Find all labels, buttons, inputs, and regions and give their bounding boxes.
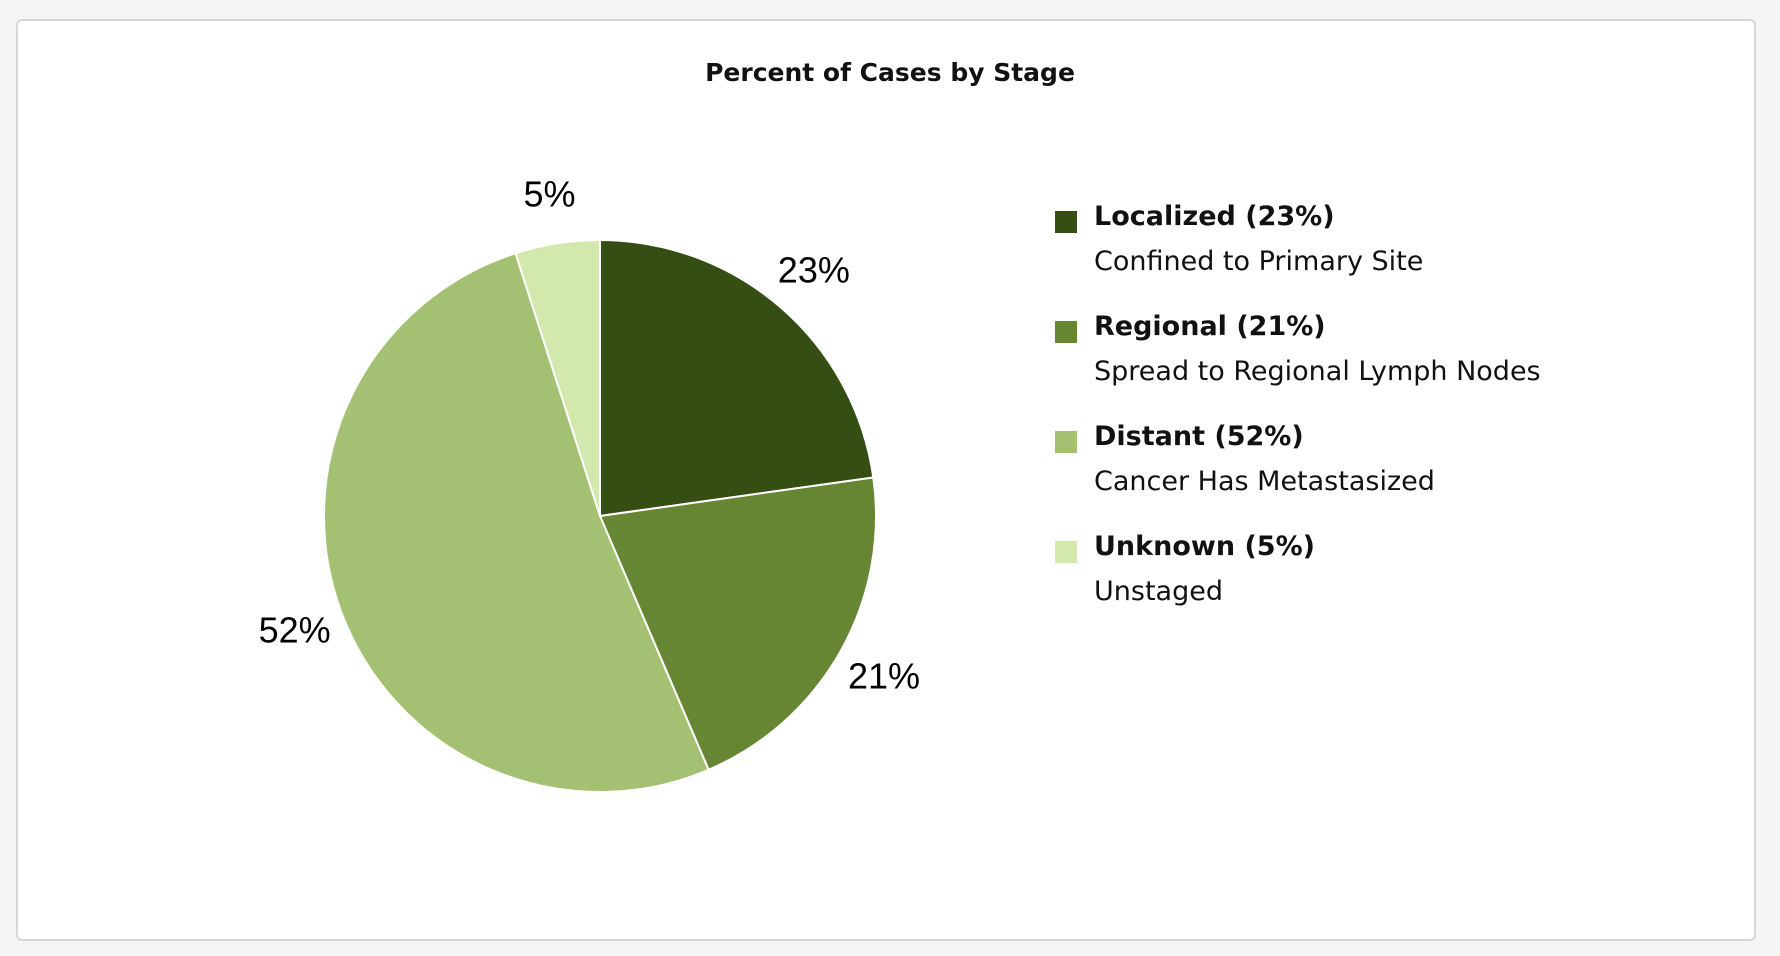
- legend-swatch: [1055, 431, 1077, 453]
- legend-description: Confined to Primary Site: [1094, 246, 1424, 277]
- legend-description: Unstaged: [1094, 576, 1223, 607]
- legend-item-distant: Distant (52%) Cancer Has Metastasized: [1055, 421, 1675, 531]
- slice-label-unknown: 5%: [523, 173, 575, 214]
- pie-slice-localized: [599, 238, 875, 518]
- pie-slice-regional: [598, 476, 877, 772]
- pie-slices: [323, 238, 877, 793]
- slice-label-regional: 21%: [848, 656, 920, 697]
- legend-description: Cancer Has Metastasized: [1094, 466, 1435, 497]
- legend: Localized (23%) Confined to Primary Site…: [1055, 201, 1675, 641]
- legend-swatch: [1055, 321, 1077, 343]
- chart-title: Percent of Cases by Stage: [705, 58, 1075, 87]
- slice-label-localized: 23%: [778, 249, 850, 290]
- pie-slice-unknown: [514, 238, 601, 517]
- pie-slice-distant: [323, 251, 710, 793]
- legend-swatch: [1055, 541, 1077, 563]
- legend-item-regional: Regional (21%) Spread to Regional Lymph …: [1055, 311, 1675, 421]
- legend-label: Distant (52%): [1094, 421, 1304, 452]
- legend-label: Localized (23%): [1094, 201, 1335, 232]
- legend-item-localized: Localized (23%) Confined to Primary Site: [1055, 201, 1675, 311]
- legend-label: Unknown (5%): [1094, 531, 1315, 562]
- legend-description: Spread to Regional Lymph Nodes: [1094, 356, 1541, 387]
- slice-label-distant: 52%: [259, 610, 331, 651]
- legend-swatch: [1055, 211, 1077, 233]
- pie-slice-labels: 23% 21% 52% 5%: [259, 173, 920, 696]
- legend-item-unknown: Unknown (5%) Unstaged: [1055, 531, 1675, 641]
- legend-label: Regional (21%): [1094, 311, 1326, 342]
- chart-card: [16, 19, 1756, 941]
